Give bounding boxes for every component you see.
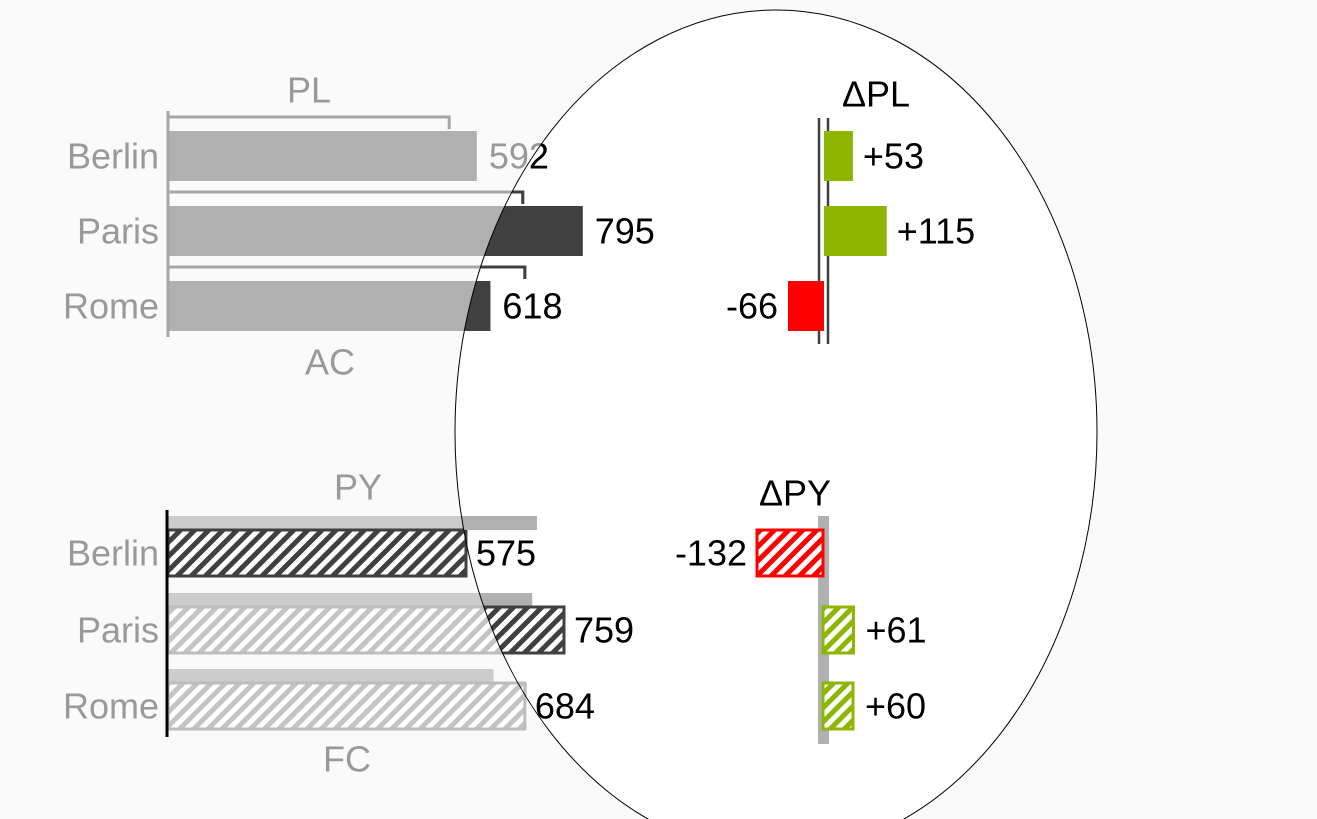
delta-py-bar-berlin bbox=[755, 528, 825, 578]
category-label-rome: Rome bbox=[63, 286, 159, 327]
ac-bar-berlin bbox=[168, 131, 477, 181]
delta-pl-value-berlin: +53 bbox=[863, 136, 924, 177]
py-bar-focus-berlin bbox=[455, 516, 537, 530]
ac-bar-rome bbox=[168, 281, 491, 331]
fc-bar-berlin bbox=[166, 528, 468, 578]
delta-pl-bar-rome bbox=[787, 281, 824, 331]
fc-value-rome: 684 bbox=[535, 686, 595, 727]
ac-value-focus-rome: 618 bbox=[502, 286, 562, 327]
category-label-berlin: Berlin bbox=[67, 533, 159, 574]
fc-footer-label: FC bbox=[323, 739, 371, 780]
ac-value-berlin: 592 bbox=[489, 136, 549, 177]
delta-py-bar-rome bbox=[821, 681, 855, 731]
py-bar-rome bbox=[168, 669, 494, 683]
ac-value-paris: 795 bbox=[595, 211, 655, 252]
fc-value-focus-rome: 684 bbox=[535, 686, 595, 727]
delta-py-value-berlin: -132 bbox=[675, 533, 747, 574]
delta-pl-title: ΔPL bbox=[842, 74, 910, 115]
focus-ellipse-fill bbox=[455, 10, 1097, 819]
ac-value-focus-paris: 795 bbox=[595, 211, 655, 252]
category-label-paris: Paris bbox=[77, 610, 159, 651]
ac-value-rome: 618 bbox=[502, 286, 562, 327]
py-bar-paris bbox=[168, 593, 533, 607]
fc-bar-rome bbox=[166, 681, 527, 731]
category-label-paris: Paris bbox=[77, 211, 159, 252]
fc-value-focus-berlin: 575 bbox=[476, 533, 536, 574]
delta-py-title: ΔPY bbox=[759, 473, 831, 514]
fc-value-focus-paris: 759 bbox=[574, 610, 634, 651]
fc-value-berlin: 575 bbox=[476, 533, 536, 574]
py-header-label: PY bbox=[334, 467, 382, 508]
delta-pl-bar-paris bbox=[824, 206, 887, 256]
delta-py-value-rome: +60 bbox=[865, 686, 926, 727]
pl-header-label: PL bbox=[287, 70, 331, 111]
py-bar-berlin bbox=[168, 516, 537, 530]
category-label-berlin: Berlin bbox=[67, 136, 159, 177]
pl-marker-focus-rome bbox=[455, 265, 527, 279]
delta-pl-value-rome: -66 bbox=[726, 286, 778, 327]
category-label-rome: Rome bbox=[63, 686, 159, 727]
ac-footer-label: AC bbox=[305, 342, 355, 383]
delta-py-value-paris: +61 bbox=[866, 610, 927, 651]
fc-value-paris: 759 bbox=[574, 610, 634, 651]
delta-py-bar-paris bbox=[821, 605, 855, 655]
focus-ellipse-outline bbox=[454, 9, 1098, 819]
delta-pl-bar-berlin bbox=[824, 131, 853, 181]
pl-marker-focus-paris bbox=[455, 190, 525, 204]
delta-pl-value-paris: +115 bbox=[897, 211, 975, 252]
